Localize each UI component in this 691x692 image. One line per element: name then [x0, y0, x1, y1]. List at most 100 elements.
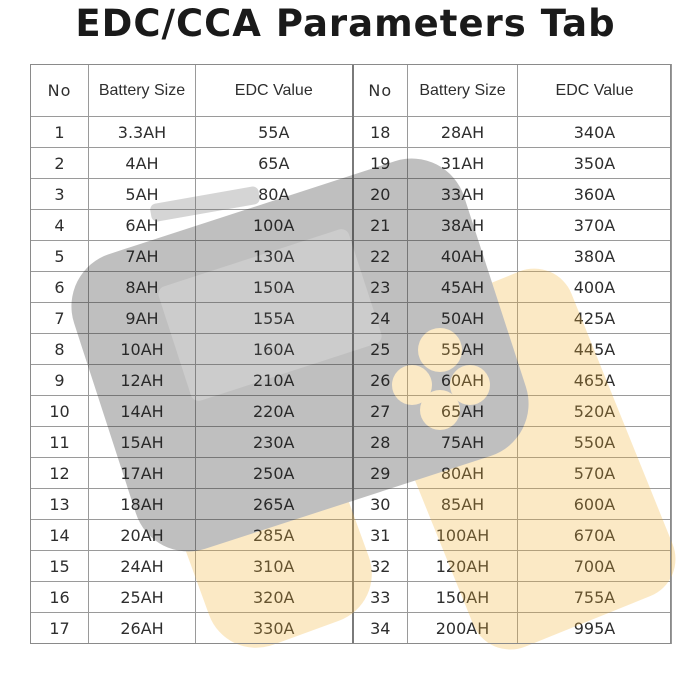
cell-no: 28 [352, 426, 408, 458]
cell-no: 3 [30, 178, 89, 210]
cell-edc-value: 285A [195, 519, 354, 551]
cell-edc-value: 425A [517, 302, 672, 334]
cell-battery-size: 60AH [407, 364, 518, 396]
cell-no: 16 [30, 581, 89, 613]
page-title: EDC/CCA Parameters Tab [75, 2, 616, 45]
cell-battery-size: 85AH [407, 488, 518, 520]
cell-edc-value: 130A [195, 240, 354, 272]
cell-edc-value: 700A [517, 550, 672, 582]
cell-battery-size: 6AH [88, 209, 196, 241]
table-row: 13 18AH 265A 30 85AH 600A [30, 488, 672, 520]
cell-edc-value: 995A [517, 612, 672, 644]
cell-battery-size: 15AH [88, 426, 196, 458]
cell-edc-value: 100A [195, 209, 354, 241]
cell-edc-value: 310A [195, 550, 354, 582]
cell-edc-value: 670A [517, 519, 672, 551]
cell-edc-value: 350A [517, 147, 672, 179]
table-row: 2 4AH 65A 19 31AH 350A [30, 147, 672, 179]
cell-edc-value: 360A [517, 178, 672, 210]
table-row: 6 8AH 150A 23 45AH 400A [30, 271, 672, 303]
cell-no: 9 [30, 364, 89, 396]
cell-edc-value: 755A [517, 581, 672, 613]
cell-no: 13 [30, 488, 89, 520]
cell-battery-size: 10AH [88, 333, 196, 365]
cell-edc-value: 400A [517, 271, 672, 303]
cell-edc-value: 445A [517, 333, 672, 365]
cell-no: 18 [352, 116, 408, 148]
cell-no: 33 [352, 581, 408, 613]
cell-no: 30 [352, 488, 408, 520]
cell-no: 4 [30, 209, 89, 241]
cell-no: 2 [30, 147, 89, 179]
header-row: No Battery Size EDC Value No Battery Siz… [30, 64, 672, 117]
cell-battery-size: 17AH [88, 457, 196, 489]
cell-battery-size: 38AH [407, 209, 518, 241]
cell-battery-size: 8AH [88, 271, 196, 303]
cell-no: 6 [30, 271, 89, 303]
cell-no: 25 [352, 333, 408, 365]
cell-battery-size: 4AH [88, 147, 196, 179]
cell-edc-value: 230A [195, 426, 354, 458]
cell-edc-value: 155A [195, 302, 354, 334]
cell-battery-size: 3.3AH [88, 116, 196, 148]
cell-battery-size: 120AH [407, 550, 518, 582]
cell-edc-value: 340A [517, 116, 672, 148]
header-battery-size: Battery Size [407, 64, 518, 117]
cell-battery-size: 7AH [88, 240, 196, 272]
cell-edc-value: 330A [195, 612, 354, 644]
cell-battery-size: 28AH [407, 116, 518, 148]
cell-no: 12 [30, 457, 89, 489]
table-row: 8 10AH 160A 25 55AH 445A [30, 333, 672, 365]
cell-edc-value: 320A [195, 581, 354, 613]
cell-edc-value: 65A [195, 147, 354, 179]
cell-edc-value: 55A [195, 116, 354, 148]
cell-battery-size: 31AH [407, 147, 518, 179]
header-no: No [352, 64, 408, 117]
cell-edc-value: 465A [517, 364, 672, 396]
table-row: 4 6AH 100A 21 38AH 370A [30, 209, 672, 241]
cell-battery-size: 50AH [407, 302, 518, 334]
cell-edc-value: 600A [517, 488, 672, 520]
cell-battery-size: 200AH [407, 612, 518, 644]
header-edc-value: EDC Value [195, 64, 354, 117]
cell-edc-value: 370A [517, 209, 672, 241]
cell-no: 17 [30, 612, 89, 644]
cell-no: 31 [352, 519, 408, 551]
cell-no: 34 [352, 612, 408, 644]
cell-edc-value: 520A [517, 395, 672, 427]
cell-edc-value: 150A [195, 271, 354, 303]
table-row: 1 3.3AH 55A 18 28AH 340A [30, 116, 672, 148]
cell-edc-value: 265A [195, 488, 354, 520]
cell-battery-size: 40AH [407, 240, 518, 272]
cell-edc-value: 160A [195, 333, 354, 365]
cell-edc-value: 220A [195, 395, 354, 427]
cell-no: 20 [352, 178, 408, 210]
header-battery-size: Battery Size [88, 64, 196, 117]
cell-no: 29 [352, 457, 408, 489]
cell-battery-size: 80AH [407, 457, 518, 489]
cell-battery-size: 55AH [407, 333, 518, 365]
cell-no: 27 [352, 395, 408, 427]
cell-battery-size: 45AH [407, 271, 518, 303]
table-row: 16 25AH 320A 33 150AH 755A [30, 581, 672, 613]
cell-no: 5 [30, 240, 89, 272]
cell-no: 14 [30, 519, 89, 551]
cell-no: 22 [352, 240, 408, 272]
cell-no: 8 [30, 333, 89, 365]
cell-battery-size: 14AH [88, 395, 196, 427]
cell-battery-size: 12AH [88, 364, 196, 396]
cell-battery-size: 24AH [88, 550, 196, 582]
cell-battery-size: 75AH [407, 426, 518, 458]
table-row: 11 15AH 230A 28 75AH 550A [30, 426, 672, 458]
cell-no: 19 [352, 147, 408, 179]
table-row: 9 12AH 210A 26 60AH 465A [30, 364, 672, 396]
cell-battery-size: 33AH [407, 178, 518, 210]
cell-edc-value: 250A [195, 457, 354, 489]
cell-edc-value: 550A [517, 426, 672, 458]
cell-no: 11 [30, 426, 89, 458]
table-row: 7 9AH 155A 24 50AH 425A [30, 302, 672, 334]
header-edc-value: EDC Value [517, 64, 672, 117]
cell-battery-size: 100AH [407, 519, 518, 551]
header-no: No [30, 64, 89, 117]
cell-no: 26 [352, 364, 408, 396]
